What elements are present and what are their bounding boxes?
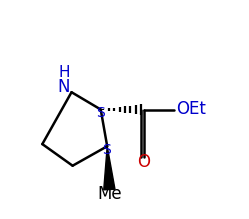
Text: Me: Me: [97, 185, 122, 203]
Text: H: H: [58, 65, 70, 80]
Polygon shape: [104, 146, 115, 190]
Text: S: S: [102, 143, 111, 157]
Text: OEt: OEt: [176, 101, 206, 118]
Text: O: O: [137, 154, 150, 171]
Text: S: S: [96, 106, 105, 120]
Text: N: N: [58, 78, 70, 96]
